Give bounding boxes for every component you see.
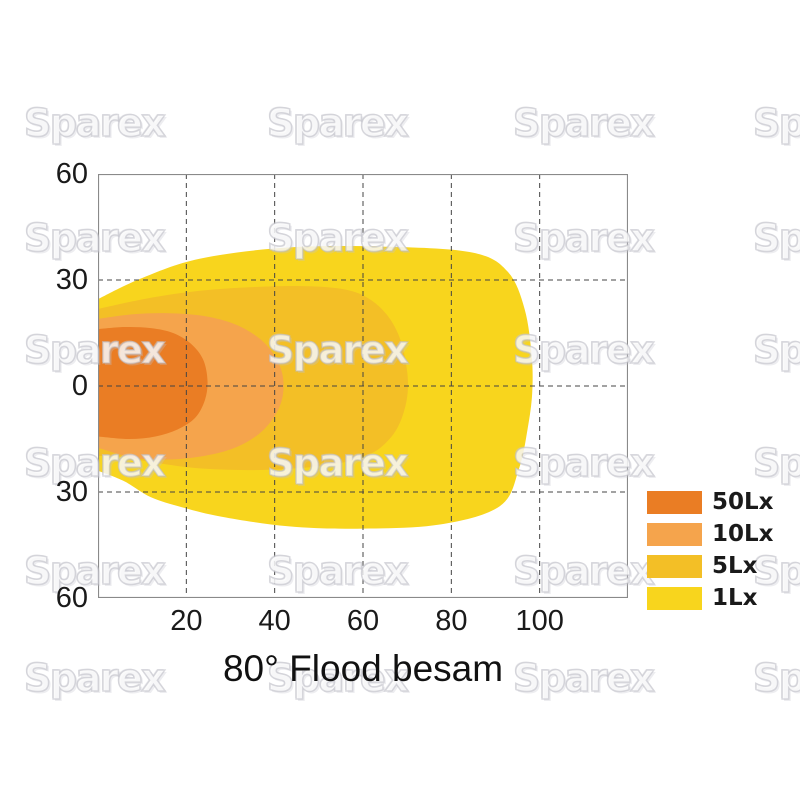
watermark-text: Sparex: [266, 100, 409, 146]
x-tick-label: 80: [435, 605, 468, 637]
legend-label: 5Lx: [712, 553, 758, 579]
legend-item: 10Lx: [647, 523, 774, 546]
y-tick-label: 60: [55, 158, 88, 190]
legend-label: 10Lx: [712, 521, 774, 547]
legend-swatch: [647, 555, 702, 578]
watermark-text: Sparex: [512, 100, 655, 146]
x-tick-label: 60: [346, 605, 380, 637]
watermark-text: Sparex: [23, 100, 166, 146]
legend-item: 5Lx: [647, 555, 774, 578]
y-tick-label: 30: [55, 476, 88, 508]
legend-item: 1Lx: [647, 587, 774, 610]
y-tick-label: 0: [71, 370, 88, 402]
chart-title: 80° Flood besam: [222, 648, 504, 689]
watermark-text: Sparex: [752, 215, 800, 261]
y-tick-label: 30: [55, 264, 88, 296]
beam-pattern-plot: [98, 174, 628, 598]
watermark-text: Sparex: [752, 440, 800, 486]
legend-swatch: [647, 491, 702, 514]
legend-swatch: [647, 587, 702, 610]
x-tick-label: 20: [170, 605, 203, 637]
watermark-text: Sparex: [752, 327, 800, 373]
x-tick-label: 40: [258, 605, 291, 637]
y-tick-label: 60: [55, 582, 88, 614]
legend-swatch: [647, 523, 702, 546]
beam-pattern-svg: [98, 174, 628, 598]
x-tick-label: 100: [515, 605, 564, 637]
legend-label: 1Lx: [712, 585, 758, 611]
legend-label: 50Lx: [712, 489, 774, 515]
legend-item: 50Lx: [647, 491, 774, 514]
watermark-text: Sparex: [752, 655, 800, 701]
legend: 50Lx 10Lx 5Lx 1Lx: [647, 491, 774, 619]
isolux-zone-50lx: [98, 326, 208, 439]
watermark-text: Sparex: [752, 100, 800, 146]
plot-border: [98, 174, 628, 598]
